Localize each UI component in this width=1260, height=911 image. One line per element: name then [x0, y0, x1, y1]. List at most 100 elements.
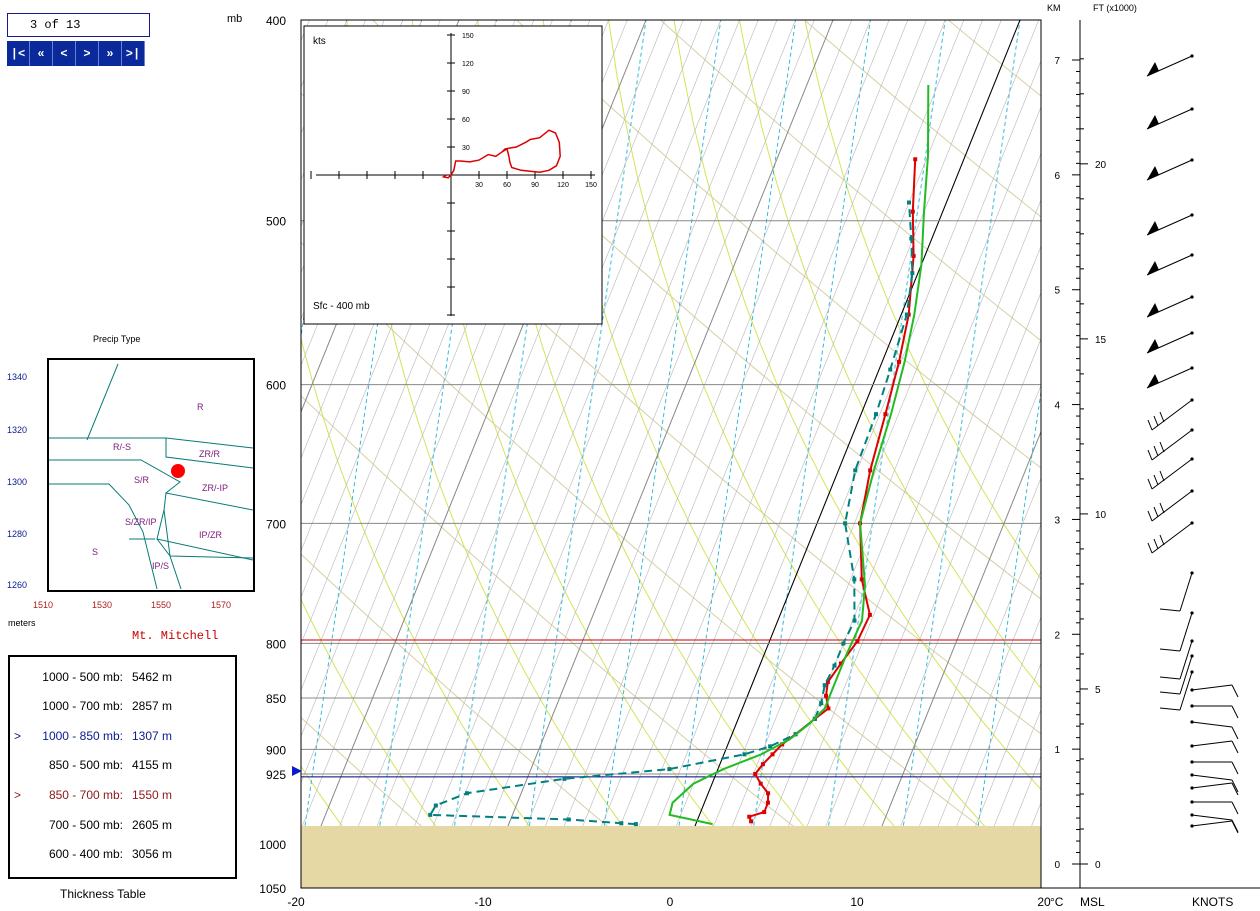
- profile-point: [838, 661, 843, 666]
- hodograph-unit-label: kts: [313, 36, 326, 47]
- profile-point: [819, 701, 824, 706]
- precip-region-label: R: [197, 402, 204, 412]
- profile-point: [841, 641, 846, 646]
- precip-region-label: R/-S: [113, 442, 131, 452]
- thickness-row: 700 - 500 mb: 2605 m: [10, 818, 235, 834]
- precip-ytick: 1340: [7, 372, 28, 382]
- km-tick: 4: [1054, 401, 1060, 412]
- profile-point: [619, 821, 624, 826]
- profile-point: [464, 791, 469, 796]
- profile-point: [758, 781, 763, 786]
- pressure-tick-labels: 400 500 600 700 800 850 900 925 1000 1050: [259, 14, 286, 896]
- pressure-tick: 1000: [259, 838, 286, 852]
- temperature-unit-label: °C: [1050, 895, 1064, 909]
- profile-point: [768, 744, 773, 749]
- profile-point: [855, 639, 860, 644]
- rewind-button[interactable]: «: [30, 41, 53, 66]
- precip-region-label: ZR/R: [199, 449, 220, 459]
- pressure-unit-label: mb: [227, 13, 242, 25]
- hodograph-ytick: 60: [462, 117, 470, 124]
- plot-frame: [300, 19, 1042, 889]
- precip-region-label: IP/ZR: [199, 530, 223, 540]
- hodograph-xtick: 60: [503, 182, 511, 189]
- km-tick: 7: [1054, 56, 1060, 67]
- pressure-tick: 1050: [259, 882, 286, 896]
- thickness-row: 600 - 400 mb: 3056 m: [10, 847, 235, 863]
- hodograph-caption: Sfc - 400 mb: [313, 301, 370, 312]
- pressure-tick: 925: [266, 768, 286, 782]
- ground-fill: [301, 826, 1041, 888]
- fast-forward-button[interactable]: »: [99, 41, 122, 66]
- thickness-value: 2605 m: [132, 818, 173, 832]
- hodograph-xtick: 90: [531, 182, 539, 189]
- profile-point: [766, 791, 771, 796]
- profile-point: [888, 367, 893, 372]
- profile-point: [749, 819, 754, 824]
- hodograph-ytick: 150: [462, 33, 474, 40]
- thickness-label: 1000 - 850 mb:: [42, 729, 123, 743]
- precip-region-label: ZR/-IP: [202, 483, 228, 493]
- km-tick: 6: [1054, 171, 1060, 182]
- profile-point: [911, 253, 916, 258]
- pressure-tick: 700: [266, 517, 286, 531]
- profile-point: [566, 817, 571, 822]
- pressure-tick: 400: [266, 14, 286, 28]
- hodograph-xtick: 120: [557, 182, 569, 189]
- profile-point: [907, 200, 912, 205]
- temperature-tick: 10: [850, 895, 864, 909]
- ft-tick: 0: [1095, 860, 1101, 871]
- thickness-value: 3056 m: [132, 847, 173, 861]
- ft-tick: 10: [1095, 510, 1107, 521]
- profile-point: [824, 693, 829, 698]
- precip-type-title: Precip Type: [93, 334, 141, 344]
- precip-region-label: S: [92, 547, 99, 557]
- thickness-value: 5462 m: [132, 670, 173, 684]
- sounding-profiles: [428, 84, 930, 827]
- hodograph-ytick: 90: [462, 89, 470, 96]
- profile-point: [822, 683, 827, 688]
- precip-ytick: 1320: [7, 425, 28, 435]
- hodograph-xtick: 30: [475, 182, 483, 189]
- profile-point: [826, 706, 831, 711]
- profile-point: [909, 236, 914, 241]
- km-tick: 5: [1054, 286, 1060, 297]
- profile-point: [910, 271, 915, 276]
- precip-ytick: 1260: [7, 580, 28, 590]
- profile-point: [874, 412, 879, 417]
- precip-xtick: 1510: [33, 600, 54, 610]
- profile-point: [843, 521, 848, 526]
- km-tick: 2: [1054, 630, 1060, 641]
- hodograph-trace: [441, 129, 561, 179]
- thickness-table: 1000 - 500 mb: 5462 m 1000 - 700 mb: 2857 …: [8, 655, 237, 879]
- previous-frame-button[interactable]: <: [53, 41, 76, 66]
- next-frame-button[interactable]: >: [76, 41, 99, 66]
- ft-tick: 15: [1095, 335, 1107, 346]
- km-axis-label: KM: [1047, 3, 1061, 13]
- thickness-value: 4155 m: [132, 758, 173, 772]
- profile-point: [433, 803, 438, 808]
- frame-navigation: |< « < > » >|: [7, 41, 145, 66]
- last-frame-button[interactable]: >|: [122, 41, 145, 66]
- precip-type-marker: [171, 464, 185, 478]
- ft-tick: 5: [1095, 685, 1101, 696]
- hodograph-ytick: 120: [462, 61, 474, 68]
- profile-point: [832, 663, 837, 668]
- hodograph-xtick: 150: [585, 182, 597, 189]
- profile-point: [852, 577, 857, 582]
- ft-axis-label: FT (x1000): [1093, 3, 1137, 13]
- precip-y-label: meters: [8, 618, 36, 628]
- thickness-marker: >: [14, 788, 22, 802]
- precip-region-label: IP/S: [152, 561, 170, 571]
- station-name: Mt. Mitchell: [132, 629, 219, 643]
- first-frame-button[interactable]: |<: [7, 41, 30, 66]
- profile-point: [747, 814, 752, 819]
- profile-point: [859, 577, 864, 582]
- profile-point: [868, 468, 873, 473]
- pressure-tick: 800: [266, 637, 286, 651]
- precip-xtick: 1550: [151, 600, 172, 610]
- profile-point: [867, 612, 872, 617]
- pressure-tick: 600: [266, 379, 286, 393]
- temperature-tick: 20: [1037, 895, 1051, 909]
- profile-point: [562, 776, 567, 781]
